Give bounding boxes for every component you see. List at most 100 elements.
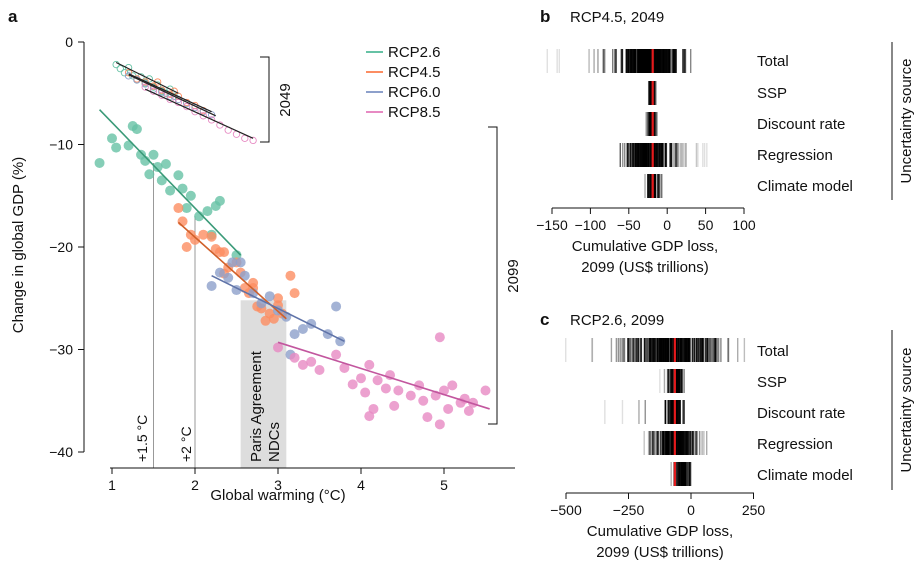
data-point-RCP60-2099 [214, 267, 225, 278]
data-point-RCP85-2099 [364, 359, 375, 370]
panel-b-strip-mark [647, 174, 649, 198]
panel-b-strip-mark [650, 143, 652, 167]
data-point-RCP85-2099 [314, 365, 325, 375]
data-point-RCP85-2099 [297, 359, 308, 370]
panel-c-strip-mark [591, 338, 593, 362]
data-point-RCP85-2099 [422, 412, 433, 423]
panel-b-strip-mark [650, 112, 652, 136]
panel-b-strip-mark [674, 49, 676, 73]
panel-b-strip-mark [625, 49, 628, 73]
panel-c-strip-mark [679, 400, 681, 424]
panel-c-row-total: Total [757, 343, 789, 360]
panel-b-strip-mark [645, 112, 647, 136]
data-point-RCP85-2049 [199, 112, 207, 120]
panel-c-median-mark [673, 338, 676, 362]
label-plus-2: +2 °C [178, 426, 194, 462]
x-tick-label: 2 [191, 477, 199, 493]
panel-b-strip-mark [665, 143, 667, 167]
data-point-RCP85-2099 [434, 419, 445, 430]
panel-b-strip-mark [593, 49, 595, 73]
panel-b-strip-mark [658, 174, 661, 198]
panel-b-strip-mark [664, 143, 666, 167]
panel-b-strip-mark [658, 174, 661, 198]
panel-b-strip-mark [648, 81, 651, 105]
panel-c-strip-mark [675, 338, 677, 362]
panel-b-strip-mark [649, 81, 652, 105]
panel-c-strip-mark [680, 338, 682, 362]
panel-c-tick-label: 250 [742, 502, 766, 518]
data-point-RCP26-2099 [156, 175, 167, 186]
panel-c-strip-mark [654, 338, 656, 362]
panel-b-strip-mark [633, 49, 636, 73]
panel-b-strip-mark [644, 143, 647, 167]
panel-b-strip-mark [647, 49, 649, 73]
panel-b-strip-mark [644, 174, 646, 198]
panel-c-strip-mark [675, 431, 677, 455]
panel-c-strip-mark [670, 431, 672, 455]
data-point-RCP26-2099 [181, 203, 192, 214]
panel-b-strip-mark [645, 112, 647, 136]
bracket-2099 [488, 126, 498, 425]
panel-c-strip-mark [615, 338, 618, 362]
data-point-RCP85-2099 [273, 342, 283, 353]
panel-c-strip-mark [621, 338, 623, 362]
panel-b-strip-mark [641, 143, 643, 167]
data-point-RCP26-2099 [107, 133, 117, 144]
panel-b-strip-mark [597, 49, 599, 73]
panel-b-strip-mark [670, 143, 673, 167]
panel-b-strip-mark [632, 49, 635, 73]
data-point-RCP85-2099 [356, 373, 366, 384]
panel-c-strip-mark [681, 338, 683, 362]
panel-c-strip-mark [667, 431, 669, 455]
panel-c-strip-mark [667, 400, 669, 424]
panel-c-strip-mark [699, 431, 701, 455]
data-point-RCP26-2099 [194, 211, 205, 222]
panel-c-median-mark [673, 462, 676, 486]
panel-c-strip-mark [720, 338, 722, 362]
data-point-RCP60-2099 [206, 280, 217, 291]
panel-c-strip-mark [664, 400, 667, 424]
data-point-RCP85-2049 [191, 108, 199, 116]
panel-c-strip-mark [670, 369, 672, 393]
panel-b-strip-mark [669, 143, 672, 167]
panel-c-strip-mark [695, 431, 697, 455]
panel-c-strip-mark [652, 431, 655, 455]
data-point-RCP26-2099 [94, 157, 105, 168]
panel-c-title: RCP2.6, 2099 [570, 312, 664, 329]
panel-b-strip-mark [658, 143, 660, 167]
panel-b-x-ticks: −150 −100 −50 0 50 100 [536, 208, 756, 233]
y-tick-label: −30 [49, 342, 73, 358]
panel-b-xlabel-line1: Cumulative GDP loss, [572, 238, 718, 255]
panel-c-strip-mark [691, 431, 694, 455]
x-tick-label: 4 [357, 477, 365, 493]
panel-c-strip-mark [665, 431, 668, 455]
data-point-RCP85-2099 [480, 385, 491, 396]
data-point-RCP26-2099 [185, 190, 196, 201]
panel-c-strip-mark [672, 400, 674, 424]
panel-c-strip-mark [727, 338, 730, 362]
panel-b-strip-mark [621, 49, 624, 73]
panel-c-strip-mark [656, 338, 658, 362]
panel-c-strip-mark [654, 431, 656, 455]
panel-b-strip-mark [661, 174, 663, 198]
panel-b-strip-mark [648, 81, 651, 105]
panel-c-strip-mark [664, 338, 667, 362]
panel-c-strip-mark [656, 431, 659, 455]
panel-c-strip-mark [672, 369, 675, 393]
label-plus-1-5: +1.5 °C [134, 415, 150, 462]
panel-c-xlabel-line1: Cumulative GDP loss, [587, 523, 733, 540]
panel-c-strip-mark [669, 400, 671, 424]
panel-b-strip-mark [684, 49, 686, 73]
panel-b-strip-mark [670, 143, 672, 167]
panel-b-strip-mark [654, 49, 657, 73]
panel-b-strip-mark [660, 174, 662, 198]
y-tick-label: −20 [49, 239, 73, 255]
panel-b-strip-mark [654, 174, 656, 198]
panel-c-strip-mark [691, 431, 693, 455]
panel-b-strip-mark [646, 143, 648, 167]
fit-line-RCP26-2049 [115, 61, 179, 94]
panel-c-strip-mark [651, 338, 653, 362]
panel-c-strip-mark [646, 338, 649, 362]
panel-b-median-mark [651, 143, 654, 167]
data-point-RCP85-2099 [306, 356, 317, 367]
